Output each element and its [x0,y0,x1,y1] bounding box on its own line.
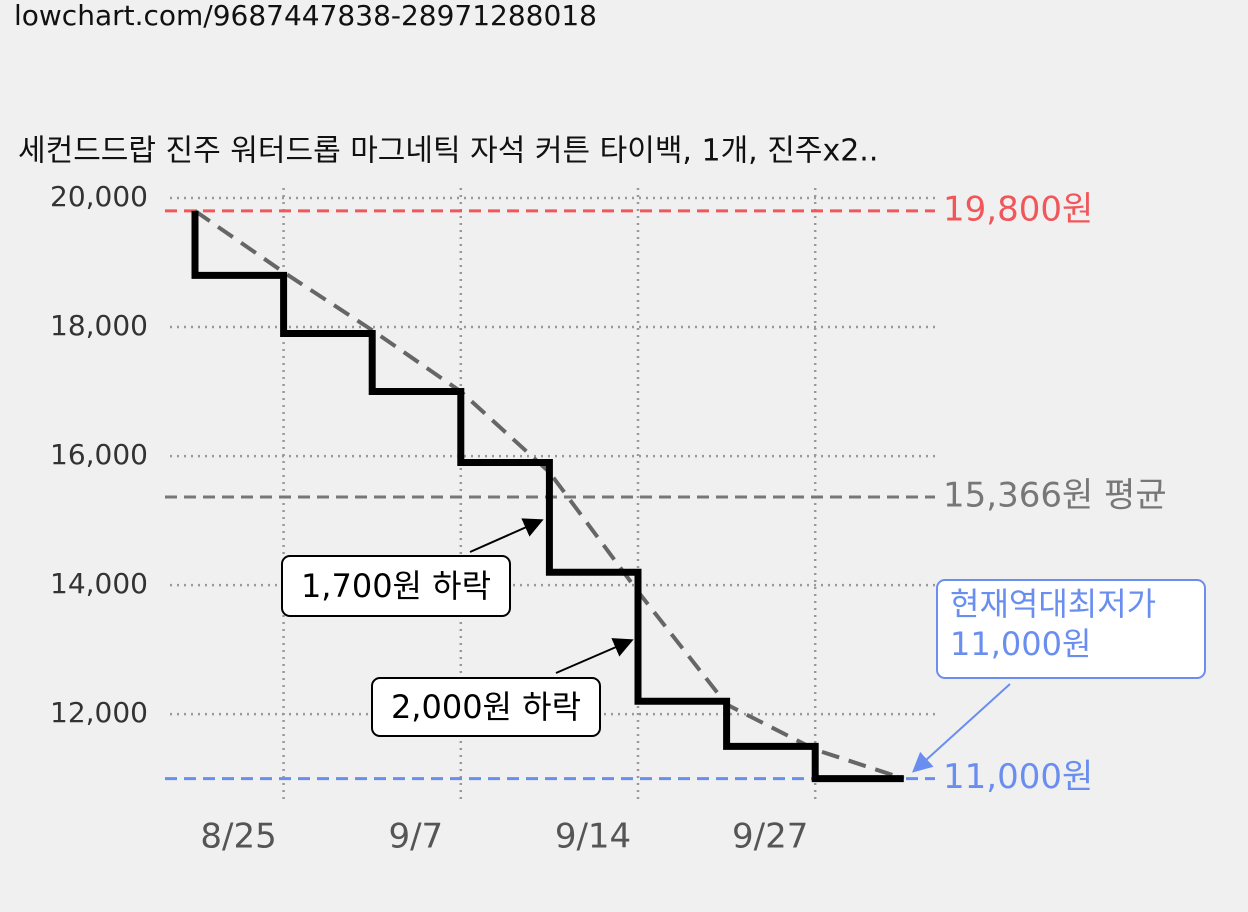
x-tick-label: 9/7 [388,817,443,857]
annotation-text: 1,700원 하락 [301,567,491,605]
reference-label: 11,000원 [943,757,1093,797]
chart-title: 세컨드드랍 진주 워터드롭 마그네틱 자석 커튼 타이백, 1개, 진주x2.. [18,134,878,169]
y-tick-label: 12,000 [50,696,148,729]
annotation-text: 2,000원 하락 [391,688,581,726]
x-tick-label: 9/27 [732,817,808,857]
x-tick-label: 8/25 [200,817,276,857]
annotation-box [371,677,601,737]
reference-label: 19,800원 [943,189,1093,229]
reference-label: 15,366원 평균 [943,475,1167,515]
price-line [191,210,904,783]
callout-text: 11,000원 [950,625,1091,663]
callout-arrow [912,683,1011,773]
callout-box [936,579,1206,679]
annotation-box [281,555,511,617]
trend-line [193,209,905,781]
y-tick-label: 20,000 [50,180,148,213]
url: lowchart.com/9687447838-28971288018 [14,0,597,32]
y-tick-label: 14,000 [50,567,148,600]
y-tick-label: 16,000 [50,438,148,471]
y-tick-label: 18,000 [50,309,148,342]
annotation-arrow [469,518,544,553]
annotation-arrow [555,638,634,674]
x-tick-label: 9/14 [555,817,631,857]
callout-text: 현재역대최저가 [950,585,1156,623]
